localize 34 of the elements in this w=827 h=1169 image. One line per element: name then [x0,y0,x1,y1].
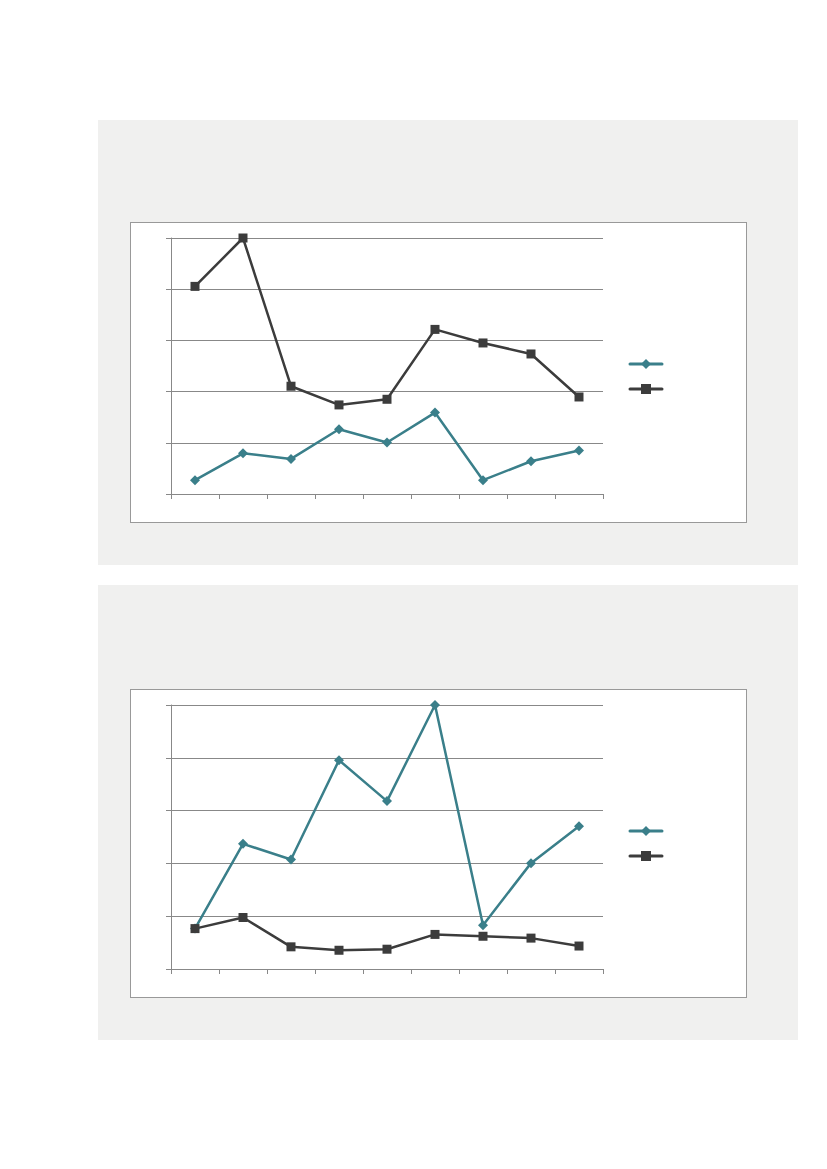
point [286,453,296,464]
point [478,931,488,941]
point [286,942,296,952]
point [430,324,440,334]
point [574,821,584,832]
point [334,755,344,766]
point [334,945,344,955]
point [238,913,248,923]
point [238,233,248,243]
point [190,475,200,486]
point [238,838,248,849]
point [574,445,584,456]
point [574,941,584,951]
point [382,796,392,807]
point [238,448,248,459]
point [526,858,536,869]
point [382,394,392,404]
point [382,437,392,448]
point [478,920,488,931]
point [430,929,440,939]
point [478,338,488,348]
point [526,933,536,943]
point [286,854,296,865]
point [526,456,536,467]
point [334,424,344,435]
point [526,349,536,359]
point [286,381,296,391]
point [430,407,440,418]
point [574,392,584,402]
point [190,281,200,291]
point [382,944,392,954]
point [334,400,344,410]
point [430,700,440,710]
point [478,475,488,486]
